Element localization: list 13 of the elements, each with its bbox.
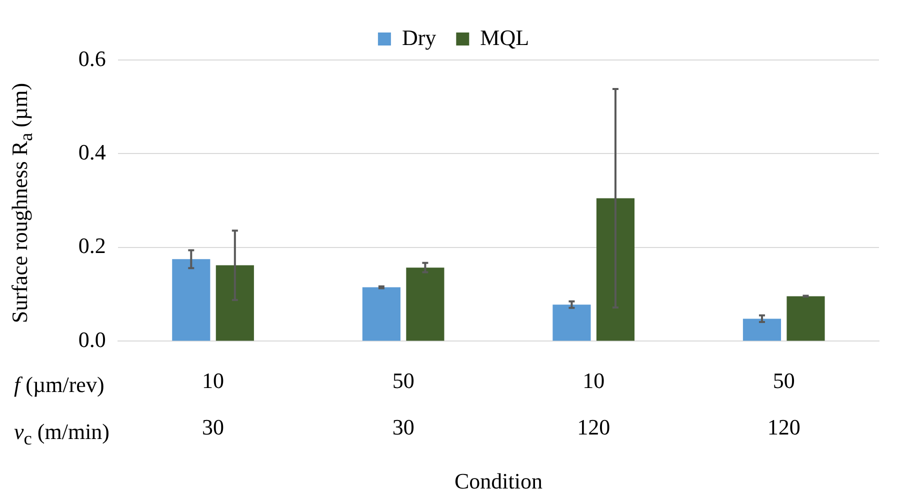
y-tick-label: 0.4 [78,140,106,165]
y-tick-label: 0.6 [78,46,106,71]
text: v$_{c}$ (m/min) [14,419,110,450]
x-axis-title: Condition [454,468,542,494]
legend-label: MQL [480,24,530,50]
y-tick-label: 0.2 [78,233,106,258]
text: f (µm/rev) [14,372,104,398]
legend-label: Dry [402,24,436,50]
x-tick-label: 10 30 [202,368,224,440]
y-tick-label: 0.0 [78,326,106,352]
x-tick-label: 50 30 [392,368,414,440]
x-tick-label: 50 120 [767,368,800,440]
x-tick-label: 10 120 [577,368,610,440]
